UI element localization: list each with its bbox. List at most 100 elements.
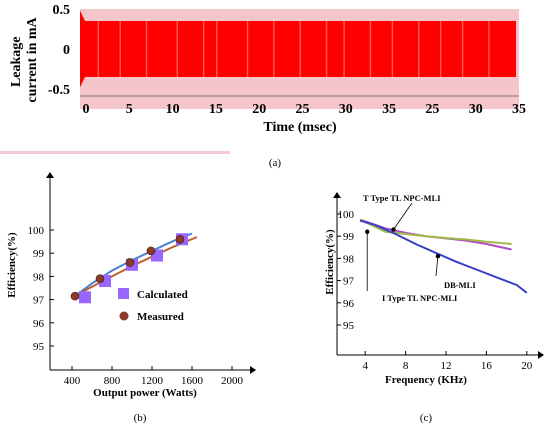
measured-point: [175, 234, 185, 244]
panel-c: 95 96 97 98 99 100 4 8 12 16 20 T Type TL NPC-MLI…: [324, 192, 544, 424]
leakage-current-stripe: [119, 21, 121, 77]
panel-c-annotations: T Type TL NPC-MLI DB-MLI I Type TL NPC-MLI: [363, 193, 476, 303]
panel-c-y-tick-label: 96: [343, 298, 355, 310]
leakage-current-startup-spike: [80, 10, 85, 88]
panel-b-points: [70, 233, 188, 304]
panel-b-x-tick-label: 400: [64, 375, 81, 387]
panel-a: 0.5 0 -0.5 0 5 10 15 20 25 30 35 25 30 35 Leakage cu…: [0, 3, 526, 169]
annotation-leader: [393, 202, 413, 230]
panel-b-y-arrow: [46, 172, 54, 178]
panel-b-x-arrow: [250, 366, 256, 374]
panel-a-xlabel: Time (msec): [263, 120, 337, 135]
panel-c-x-ticks: 4 8 12 16 20: [362, 351, 533, 372]
panel-b-label: (b): [134, 412, 147, 424]
leakage-current-stripe: [202, 21, 205, 77]
leakage-current-stripe: [246, 21, 249, 77]
panel-a-x-tick-label: 5: [126, 102, 133, 117]
panel-c-y-arrow: [333, 192, 341, 198]
panel-b-y-tick-label: 97: [33, 295, 45, 307]
leakage-current-stripe: [299, 21, 301, 77]
panel-a-artifact: [0, 151, 230, 154]
leakage-current-stripe: [418, 21, 420, 77]
panel-b-y-ticks: 95 96 97 98 99 100: [28, 225, 54, 353]
leakage-current-stripe: [391, 21, 394, 77]
panel-a-y-tick-label: -0.5: [48, 83, 70, 98]
panel-c-y-tick-label: 100: [338, 209, 355, 221]
panel-a-ylabel-line1: Leakage: [9, 36, 24, 87]
measured-point: [70, 291, 80, 301]
panel-b-x-tick-label: 2000: [221, 375, 244, 387]
leakage-current-stripe: [176, 21, 178, 77]
panel-b-y-tick-label: 96: [33, 318, 45, 330]
panel-c-series: [359, 218, 528, 294]
annotation-t-type: T Type TL NPC-MLI: [363, 193, 441, 203]
panel-a-x-tick-label: 30: [469, 102, 483, 117]
panel-c-x-tick-label: 12: [441, 360, 452, 372]
panel-c-y-ticks: 95 96 97 98 99 100: [337, 209, 355, 332]
panel-b-x-tick-label: 1600: [181, 375, 204, 387]
panel-a-x-tick-label: 35: [382, 102, 396, 117]
panel-a-x-tick-label: 0: [83, 102, 90, 117]
calculated-point: [79, 291, 91, 304]
panel-a-x-ticks: 0 5 10 15 20 25 30 35 25 30 35: [83, 102, 527, 117]
panel-c-y-tick-label: 95: [343, 320, 355, 332]
panel-a-signal: [80, 10, 516, 88]
panel-b-legend: Calculated Measured: [118, 288, 188, 323]
legend-measured-swatch: [119, 311, 129, 321]
panel-b-y-tick-label: 95: [33, 341, 45, 353]
panel-c-y-tick-label: 97: [343, 276, 355, 288]
legend-calculated-swatch: [118, 288, 129, 299]
measured-point: [125, 258, 135, 267]
panel-c-x-tick-label: 16: [481, 360, 493, 372]
panel-a-x-tick-label: 35: [512, 102, 526, 117]
panel-b: 95 96 97 98 99 100 400 800 1200 1600 2000 Calcula…: [6, 172, 256, 424]
panel-b-y-tick-label: 99: [33, 248, 45, 260]
leakage-current-stripe: [216, 21, 218, 77]
panel-b-x-tick-label: 800: [104, 375, 121, 387]
annotation-i-type: I Type TL NPC-MLI: [382, 293, 458, 303]
panel-a-y-ticks: 0.5 0 -0.5: [48, 3, 70, 98]
panel-b-ylabel: Efficiency(%): [6, 232, 18, 298]
panel-c-xlabel: Frequency (KHz): [385, 374, 467, 386]
panel-c-x-tick-label: 8: [403, 360, 409, 372]
panel-c-x-tick-label: 4: [362, 360, 368, 372]
leakage-current-stripe: [369, 21, 372, 77]
panel-c-series-line: [359, 219, 528, 294]
panel-b-x-tick-label: 1200: [141, 375, 164, 387]
panel-a-x-tick-label: 25: [425, 102, 439, 117]
measured-point: [95, 274, 105, 284]
leakage-current-stripe: [273, 21, 275, 77]
panel-a-y-tick-label: 0.5: [53, 3, 71, 18]
measured-point: [146, 246, 156, 256]
panel-c-x-tick-label: 20: [521, 360, 533, 372]
leakage-current-stripe: [97, 21, 99, 77]
panel-a-x-tick-label: 15: [209, 102, 223, 117]
panel-c-y-tick-label: 98: [343, 253, 355, 265]
leakage-current-stripe: [145, 21, 148, 77]
leakage-current-stripe: [343, 21, 345, 77]
panel-a-ylabel-line2: current in mA: [25, 16, 40, 102]
leakage-current-stripe: [461, 21, 464, 77]
panel-a-x-tick-label: 20: [252, 102, 266, 117]
panel-c-ylabel: Efficiency(%): [324, 229, 336, 295]
legend-measured-label: Measured: [137, 311, 184, 323]
panel-c-label: (c): [420, 412, 433, 424]
panel-a-x-tick-label: 10: [166, 102, 180, 117]
leakage-current-stripe: [439, 21, 442, 77]
annotation-leader: [435, 256, 439, 277]
leakage-current-stripe: [325, 21, 328, 77]
panel-b-y-tick-label: 100: [28, 225, 45, 237]
panel-a-x-tick-label: 25: [296, 102, 310, 117]
panel-b-y-tick-label: 98: [33, 271, 45, 283]
annotation-db-mli: DB-MLI: [444, 280, 476, 290]
panel-a-ylabel: Leakage current in mA: [9, 16, 40, 102]
panel-b-x-ticks: 400 800 1200 1600 2000: [64, 366, 244, 387]
panel-a-x-tick-label: 30: [339, 102, 353, 117]
legend-calculated-label: Calculated: [137, 289, 188, 301]
panel-b-xlabel: Output power (Watts): [93, 387, 197, 399]
leakage-current-stripe: [488, 21, 490, 77]
panel-c-series-line: [359, 218, 512, 251]
panel-c-y-tick-label: 99: [343, 231, 355, 243]
panel-c-series-line: [359, 218, 512, 245]
